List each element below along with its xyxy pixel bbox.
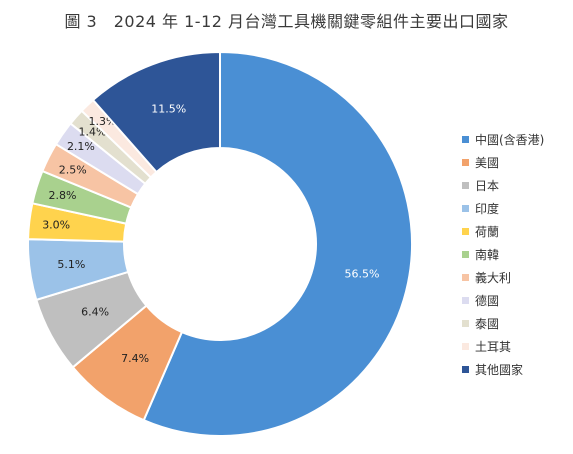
slice-label-5: 2.8% (48, 189, 76, 202)
legend-item: 荷蘭 (462, 220, 544, 243)
legend-item: 土耳其 (462, 335, 544, 358)
slice-label-0: 56.5% (345, 267, 380, 280)
legend-swatch (462, 136, 469, 143)
legend-item: 印度 (462, 197, 544, 220)
legend-label: 土耳其 (475, 340, 512, 354)
legend-swatch (462, 228, 469, 235)
legend: 中國(含香港) 美國日本印度荷蘭南韓義大利德國泰國土耳其其他國家 (462, 128, 544, 381)
legend-label: 其他國家 (475, 363, 524, 377)
slice-label-6: 2.5% (59, 164, 87, 177)
legend-item: 泰國 (462, 312, 544, 335)
legend-item: 其他國家 (462, 358, 544, 381)
legend-swatch (462, 320, 469, 327)
legend-item: 美國 (462, 151, 544, 174)
donut-slice-0 (142, 50, 413, 437)
legend-label: 中國(含香港) (475, 133, 545, 147)
slice-label-3: 5.1% (57, 258, 85, 271)
legend-swatch (462, 343, 469, 350)
slice-label-7: 2.1% (67, 140, 95, 153)
legend-label: 日本 (475, 179, 500, 193)
slice-label-4: 3.0% (42, 218, 70, 231)
legend-item: 南韓 (462, 243, 544, 266)
legend-label: 南韓 (475, 248, 500, 262)
legend-label: 德國 (475, 294, 500, 308)
donut-slice-10 (91, 50, 221, 174)
legend-item: 中國(含香港) (462, 128, 544, 151)
legend-swatch (462, 274, 469, 281)
legend-label: 泰國 (475, 317, 500, 331)
legend-item: 德國 (462, 289, 544, 312)
legend-label: 荷蘭 (475, 225, 500, 239)
legend-label: 義大利 (475, 271, 512, 285)
legend-swatch (462, 159, 469, 166)
legend-item: 日本 (462, 174, 544, 197)
chart-title: 圖 3 2024 年 1-12 月台灣工具機關鍵零組件主要出口國家 (64, 12, 509, 31)
legend-swatch (462, 251, 469, 258)
legend-swatch (462, 297, 469, 304)
legend-label: 美國 (475, 156, 500, 170)
slice-label-2: 6.4% (81, 306, 109, 319)
legend-swatch (462, 205, 469, 212)
legend-swatch (462, 366, 469, 373)
slice-label-1: 7.4% (121, 352, 149, 365)
legend-item: 義大利 (462, 266, 544, 289)
legend-label: 印度 (475, 202, 500, 216)
slice-label-10: 11.5% (151, 102, 186, 115)
legend-swatch (462, 182, 469, 189)
